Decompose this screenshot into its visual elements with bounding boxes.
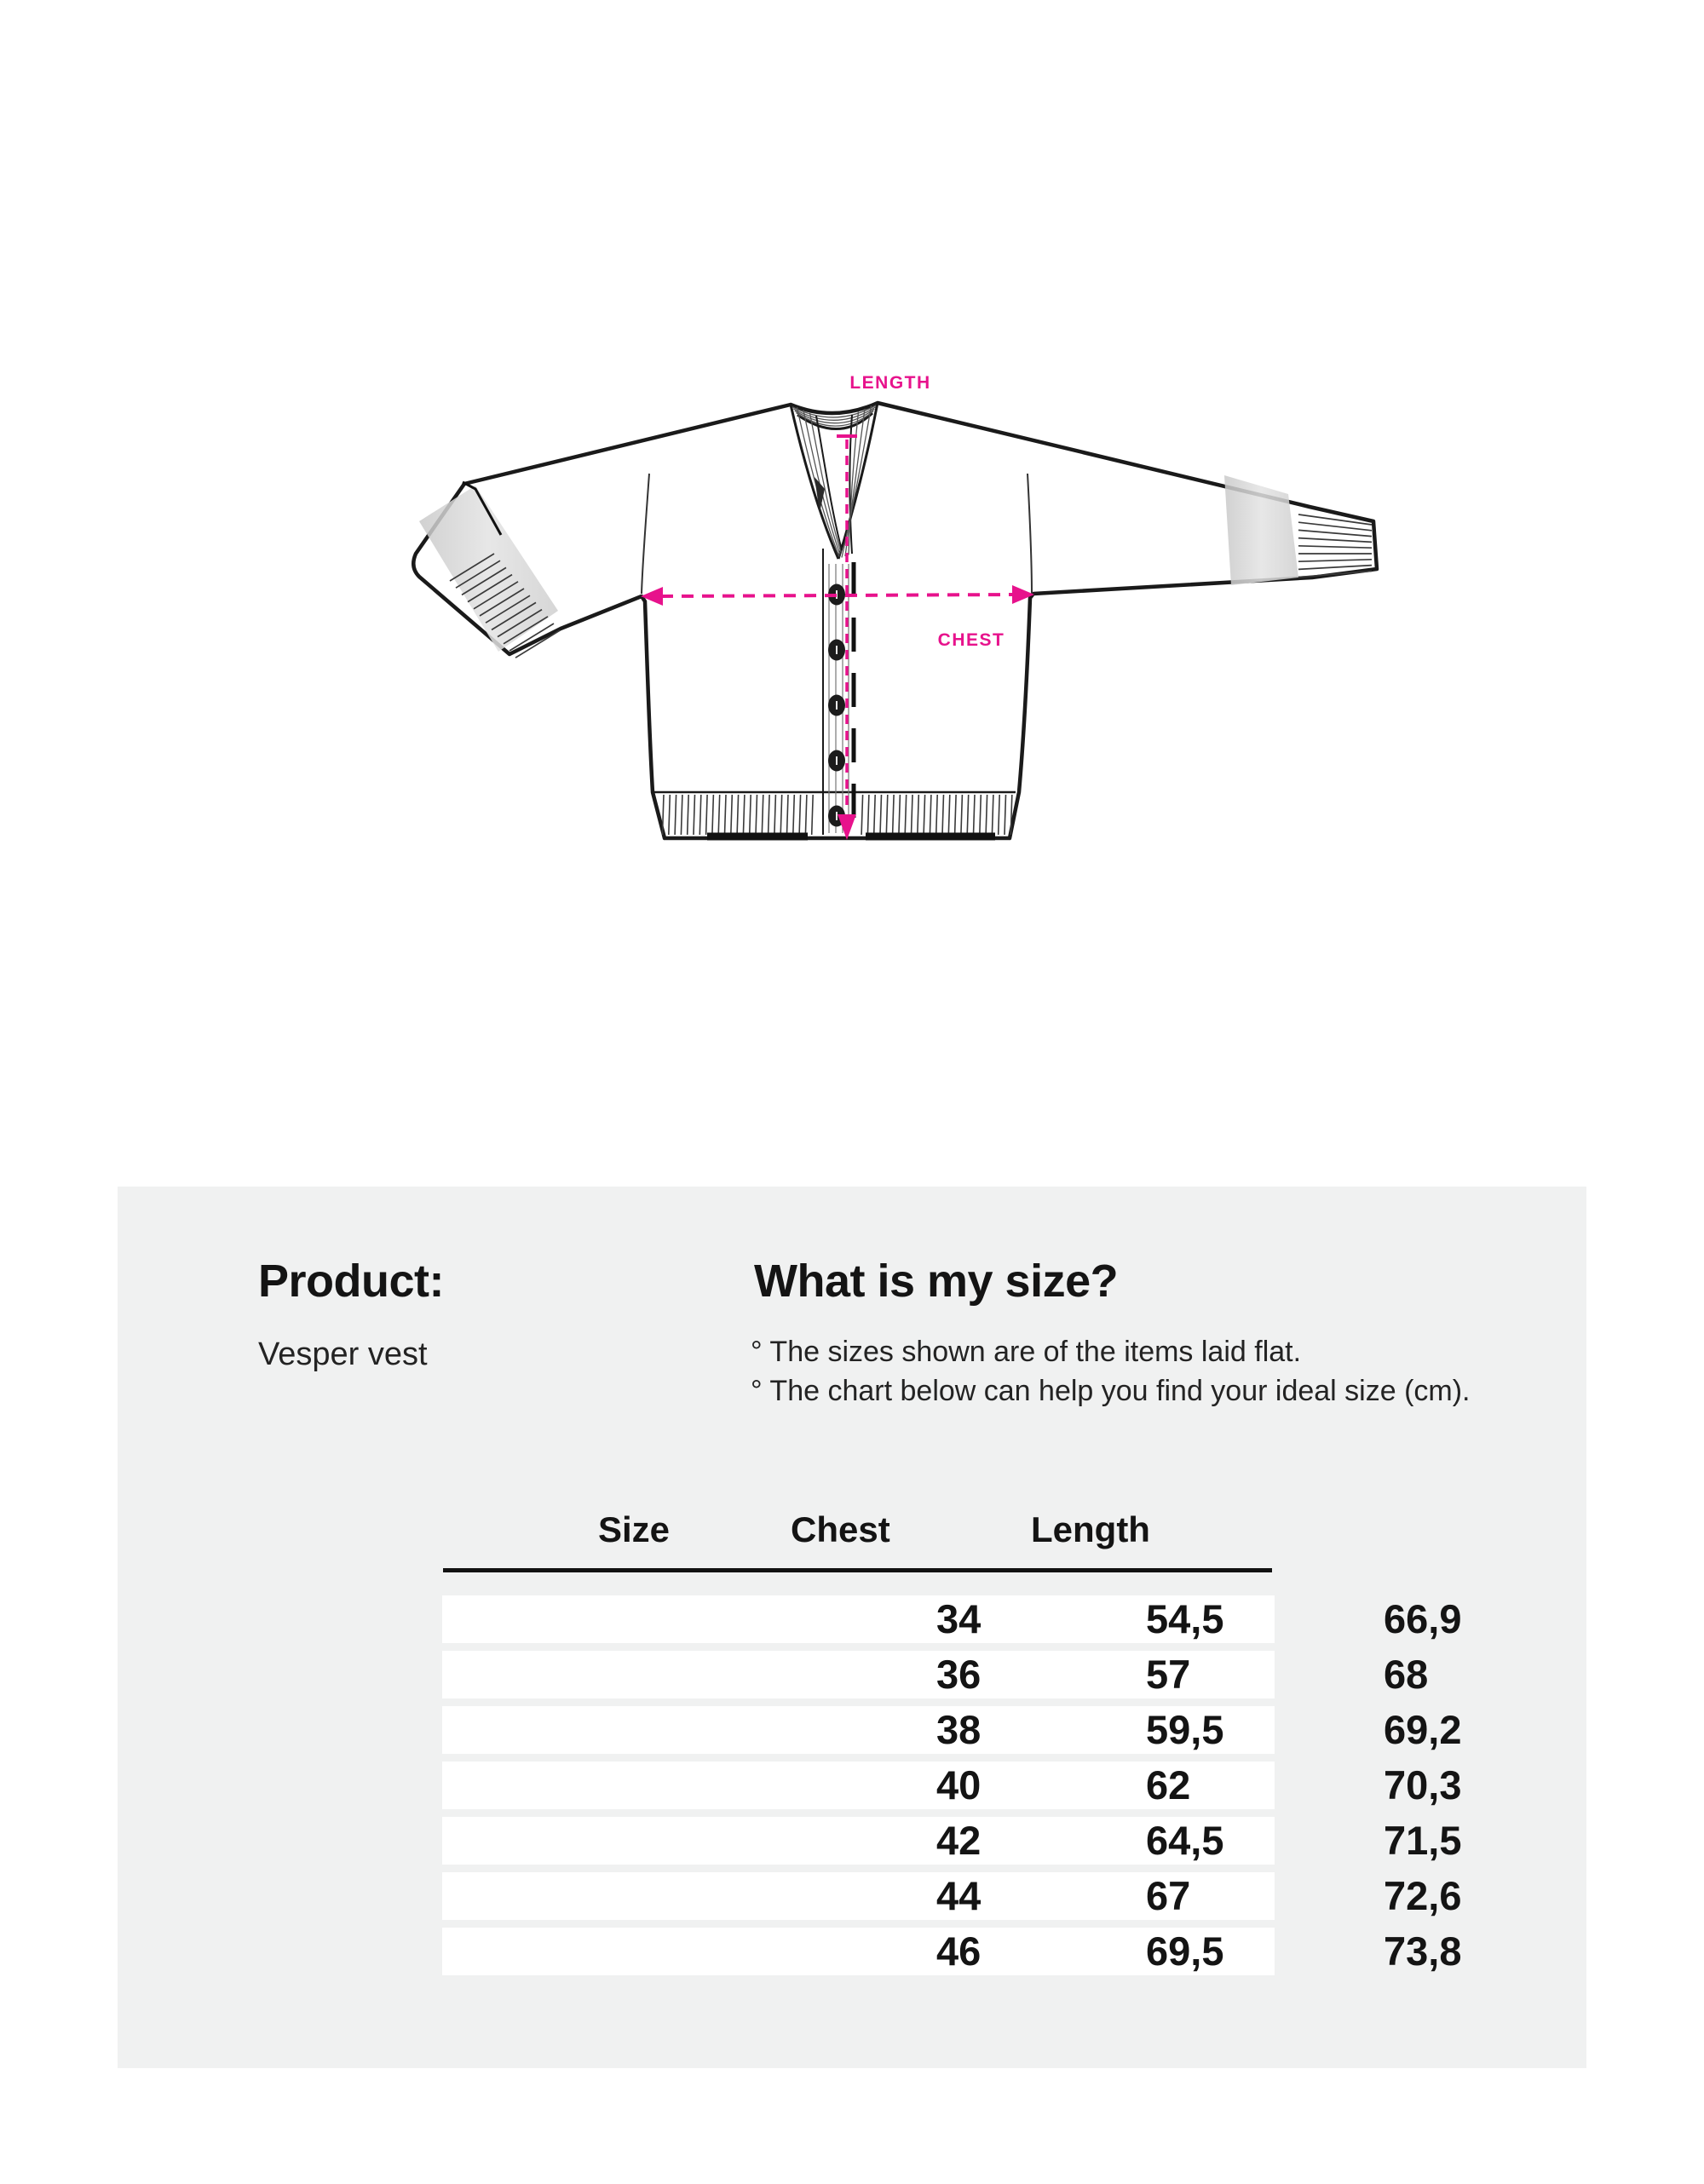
- table-cell: 70,3: [1384, 1762, 1462, 1808]
- right-cuff-ribbing: [1298, 514, 1373, 578]
- hem-ribbing: [661, 794, 1013, 836]
- table-row: 38 59,5 69,2: [442, 1706, 1461, 1754]
- column-header: Size: [598, 1509, 671, 1549]
- right-sleeve-shading: [1224, 475, 1298, 585]
- table-cell: 68: [1384, 1652, 1429, 1697]
- length-label: LENGTH: [849, 373, 930, 393]
- chest-arrow-left: [641, 587, 663, 606]
- table-cell: 69,5: [1146, 1928, 1224, 1974]
- table-cell: 66,9: [1384, 1596, 1462, 1641]
- chest-label: CHEST: [938, 630, 1005, 650]
- table-body: 34 54,5 66,9 36 57 68 38 59,5 69,2 40 62 70,3 42 64,5…: [118, 1187, 1586, 2068]
- table-cell: 67: [1146, 1873, 1191, 1918]
- size-question-heading: What is my size?: [754, 1256, 1119, 1307]
- table-cell: 57: [1146, 1652, 1191, 1697]
- table-cell: 42: [936, 1818, 982, 1863]
- product-heading: Product:: [258, 1256, 445, 1307]
- chest-arrow-right: [1012, 585, 1034, 604]
- note-line: ° The sizes shown are of the items laid …: [751, 1336, 1302, 1368]
- cardigan-outline: [412, 400, 1379, 841]
- left-band-outer-edge: [789, 404, 840, 560]
- table-row: 36 57 68: [442, 1651, 1428, 1698]
- table-row: 44 67 72,6: [442, 1872, 1461, 1920]
- left-band-inner-edge: [815, 415, 843, 551]
- table-cell: 73,8: [1384, 1928, 1462, 1974]
- size-notes: ° The sizes shown are of the items laid …: [751, 1332, 1471, 1411]
- table-cell: 46: [936, 1928, 982, 1974]
- info-panel: Product: What is my size? Vesper vest ° …: [118, 1187, 1586, 2068]
- table-cell: 34: [936, 1596, 982, 1641]
- table-row: 46 69,5 73,8: [442, 1928, 1461, 1975]
- table-cell: 44: [936, 1873, 982, 1918]
- table-cell: 59,5: [1146, 1707, 1224, 1752]
- table-cell: 62: [1146, 1762, 1191, 1808]
- table-cell: 69,2: [1384, 1707, 1462, 1752]
- collar-inner-edge: [797, 411, 874, 430]
- right-side-seam: [1027, 473, 1033, 595]
- table-row: 42 64,5 71,5: [442, 1817, 1461, 1865]
- table-cell: 71,5: [1384, 1818, 1462, 1863]
- table-cell: 64,5: [1146, 1818, 1224, 1863]
- left-side-seam: [641, 473, 650, 595]
- table-header: Size Chest Length: [118, 1512, 1586, 1551]
- column-header: Chest: [791, 1509, 890, 1549]
- product-name: Vesper vest: [258, 1336, 428, 1372]
- table-cell: 40: [936, 1762, 982, 1808]
- table-cell: 38: [936, 1707, 982, 1752]
- right-band-inner-edge: [849, 414, 853, 555]
- cuff-fold-notch: [462, 480, 503, 536]
- table-row: 40 62 70,3: [442, 1762, 1461, 1809]
- table-header-rule: [443, 1568, 1272, 1572]
- table-cell: 54,5: [1146, 1596, 1224, 1641]
- chest-measure-line: [660, 593, 1015, 598]
- table-row: 34 54,5 66,9: [442, 1595, 1461, 1643]
- vneck-shadow: [815, 477, 825, 513]
- note-line: ° The chart below can help you find your…: [751, 1375, 1471, 1407]
- left-cuff-ribbing: [449, 553, 561, 658]
- cardigan-diagram: LENGTH CHEST: [412, 373, 1379, 841]
- column-header: Length: [1031, 1509, 1150, 1549]
- table-cell: 36: [936, 1652, 982, 1697]
- length-arrow-down: [838, 814, 856, 840]
- right-band-outer-edge: [837, 402, 879, 560]
- table-cell: 72,6: [1384, 1873, 1462, 1918]
